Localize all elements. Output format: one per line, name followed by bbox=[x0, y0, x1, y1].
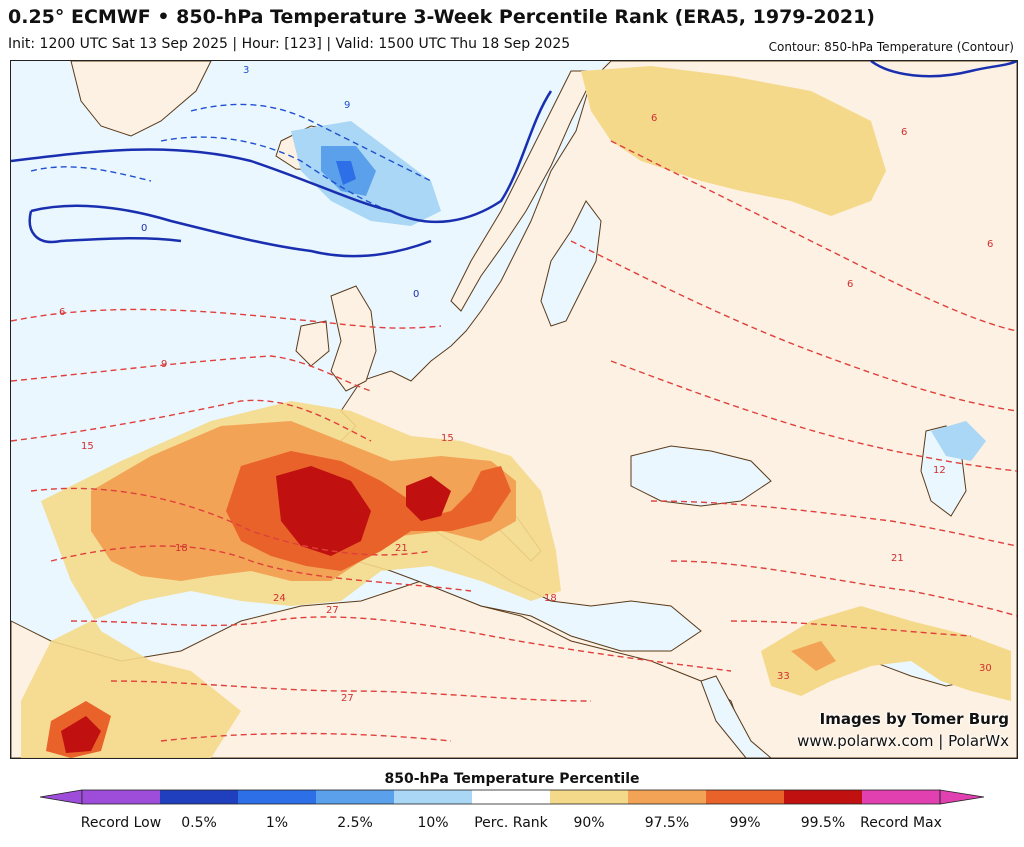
contour-label: 6 bbox=[847, 279, 853, 290]
colorbar-title: 850-hPa Temperature Percentile bbox=[384, 771, 640, 787]
colorbar-label: Record Max bbox=[860, 815, 942, 831]
colorbar-bin bbox=[160, 790, 238, 804]
contour-label: 24 bbox=[273, 593, 286, 604]
britain-land bbox=[330, 285, 377, 392]
greenland-land bbox=[70, 61, 212, 137]
colorbar-bin bbox=[394, 790, 472, 804]
colorbar-low-arrow bbox=[39, 789, 83, 805]
temperature-contours bbox=[11, 103, 1017, 742]
contour-label: 12 bbox=[933, 465, 946, 476]
contour-label: 18 bbox=[175, 543, 188, 554]
contour-label: 3 bbox=[243, 65, 249, 76]
colorbar-label: 10% bbox=[417, 815, 449, 831]
warm-anomaly-995 bbox=[276, 466, 371, 556]
warm-anomaly-africa-core bbox=[61, 716, 101, 753]
contour-label: 0 bbox=[413, 289, 419, 300]
contour-label: 21 bbox=[395, 543, 408, 554]
contour-label: 27 bbox=[341, 693, 354, 704]
contour-label: 6 bbox=[987, 239, 993, 250]
red-sea bbox=[700, 675, 772, 758]
colorbar-bin bbox=[238, 790, 316, 804]
colorbar-label: 90% bbox=[573, 815, 605, 831]
colorbar-high-arrow bbox=[939, 789, 985, 805]
colorbar-label: Record Low bbox=[80, 815, 162, 831]
contour-label: 30 bbox=[979, 663, 992, 674]
warm-anomaly-arabia bbox=[761, 606, 1011, 701]
contour-label: 6 bbox=[901, 127, 907, 138]
contour-label: 15 bbox=[81, 441, 94, 452]
colorbar-label: Perc. Rank bbox=[474, 815, 548, 831]
colorbar-label: 99.5% bbox=[800, 815, 846, 831]
model-run-info: Init: 1200 UTC Sat 13 Sep 2025 | Hour: [… bbox=[8, 36, 571, 52]
colorbar-bin bbox=[316, 790, 394, 804]
colorbar-bin bbox=[628, 790, 706, 804]
credit-website[interactable]: www.polarwx.com | PolarWx bbox=[797, 732, 1009, 750]
contour-label: 6 bbox=[651, 113, 657, 124]
warm-anomaly-995b bbox=[406, 476, 451, 521]
colorbar-label: 99% bbox=[729, 815, 761, 831]
colorbar-label: 0.5% bbox=[181, 815, 217, 831]
colorbar-bin bbox=[550, 790, 628, 804]
baltic-sea bbox=[540, 200, 602, 327]
contour-labels: 3 9 0 0 6 9 6 6 6 15 18 21 24 27 12 15 1… bbox=[59, 65, 993, 704]
contour-label: 9 bbox=[344, 100, 350, 111]
map-title: 0.25° ECMWF • 850-hPa Temperature 3-Week… bbox=[8, 6, 875, 28]
contour-label: 0 bbox=[141, 223, 147, 234]
weather-map: 3 9 0 0 6 9 6 6 6 15 18 21 24 27 12 15 1… bbox=[10, 60, 1018, 759]
percentile-shading bbox=[21, 66, 1011, 758]
colorbar-label: 1% bbox=[265, 815, 289, 831]
contour-label: 9 bbox=[161, 359, 167, 370]
colorbar-labels: Record Low 0.5% 1% 2.5% 10% Perc. Rank 9… bbox=[0, 815, 1024, 837]
colorbar-bin bbox=[706, 790, 784, 804]
contour-label: 21 bbox=[891, 553, 904, 564]
colorbar-label: 97.5% bbox=[644, 815, 690, 831]
contour-label: 27 bbox=[326, 605, 339, 616]
contour-label: 33 bbox=[777, 671, 790, 682]
contour-label: 18 bbox=[544, 593, 557, 604]
colorbar-bin bbox=[82, 790, 160, 804]
map-canvas: 3 9 0 0 6 9 6 6 6 15 18 21 24 27 12 15 1… bbox=[11, 61, 1017, 758]
black-sea bbox=[630, 445, 772, 507]
colorbar-label: 2.5% bbox=[337, 815, 373, 831]
warm-anomaly-russia bbox=[581, 66, 886, 216]
colorbar bbox=[39, 789, 985, 805]
zero-isotherm bbox=[11, 61, 1017, 258]
colorbar-bin bbox=[472, 790, 550, 804]
cold-anomaly-caspian bbox=[931, 421, 986, 461]
contour-note: Contour: 850-hPa Temperature (Contour) bbox=[768, 40, 1014, 54]
credit-author: Images by Tomer Burg bbox=[819, 710, 1009, 728]
contour-label: 6 bbox=[59, 307, 65, 318]
colorbar-bin bbox=[862, 790, 940, 804]
colorbar-bin bbox=[784, 790, 862, 804]
contour-label: 15 bbox=[441, 433, 454, 444]
cold-anomaly-iceland-deep bbox=[336, 161, 356, 185]
warm-anomaly-arabia-2 bbox=[791, 641, 836, 671]
